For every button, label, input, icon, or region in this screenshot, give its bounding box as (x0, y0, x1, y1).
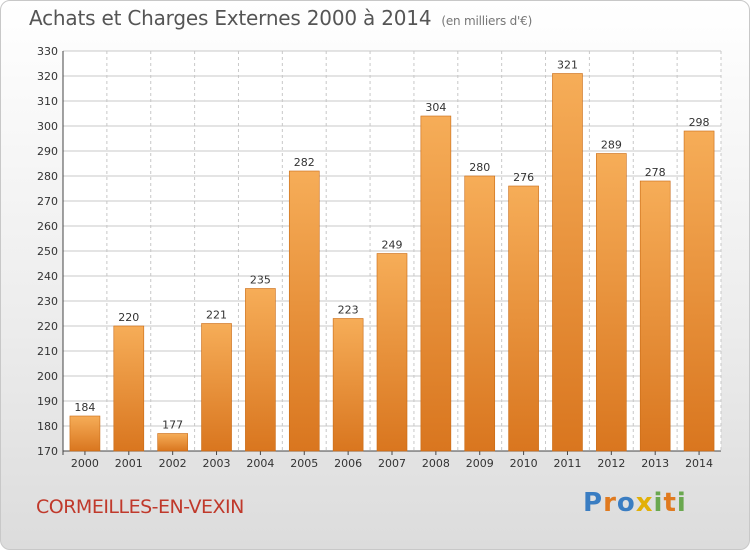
data-label-2012: 289 (601, 139, 622, 152)
bar-2010 (508, 185, 539, 452)
logo-letter: P (583, 488, 604, 518)
y-tick-label: 260 (37, 220, 58, 233)
x-tick-label-2002: 2002 (159, 457, 187, 470)
data-label-2007: 249 (382, 239, 403, 252)
labels: 170 180 190 200 210 220 230 240 250 260 270 280 290 3… (37, 45, 713, 470)
x-tick-label-2013: 2013 (641, 457, 669, 470)
bar-2005 (288, 170, 320, 452)
x-tick-label-2014: 2014 (685, 457, 713, 470)
x-tick-label-2011: 2011 (553, 457, 581, 470)
bar-2012 (596, 153, 627, 452)
logo-letter: x (635, 488, 654, 518)
commune-name: CORMEILLES-EN-VEXIN (36, 496, 244, 518)
logo-letter: i (653, 488, 664, 518)
bars (69, 73, 715, 452)
data-label-2008: 304 (425, 101, 446, 114)
y-tick-label: 230 (37, 295, 58, 308)
x-tick-label-2004: 2004 (246, 457, 274, 470)
x-tick-label-2012: 2012 (597, 457, 625, 470)
y-tick-label: 320 (37, 70, 58, 83)
bar-2014 (683, 130, 715, 452)
data-label-2005: 282 (294, 156, 315, 169)
x-tick-label-2005: 2005 (290, 457, 318, 470)
data-label-2000: 184 (74, 401, 95, 414)
logo-letter: o (616, 488, 636, 518)
x-tick-label-2009: 2009 (466, 457, 494, 470)
data-label-2001: 220 (118, 311, 139, 324)
bar-2006 (332, 318, 364, 452)
x-tick-label-2001: 2001 (115, 457, 143, 470)
data-label-2009: 280 (469, 161, 490, 174)
bar-2007 (376, 253, 408, 452)
y-tick-label: 330 (37, 45, 58, 58)
data-label-2004: 235 (250, 274, 271, 287)
y-tick-label: 310 (37, 95, 58, 108)
y-tick-label: 270 (37, 195, 58, 208)
y-tick-label: 290 (37, 145, 58, 158)
data-label-2006: 223 (338, 304, 359, 317)
logo-letter: r (603, 488, 617, 518)
y-tick-label: 190 (37, 395, 58, 408)
data-label-2010: 276 (513, 171, 534, 184)
x-tick-label-2006: 2006 (334, 457, 362, 470)
y-tick-label: 220 (37, 320, 58, 333)
data-label-2014: 298 (689, 116, 710, 129)
y-tick-label: 180 (37, 420, 58, 433)
bar-2011 (552, 73, 583, 452)
bar-2004 (245, 288, 276, 452)
data-label-2011: 321 (557, 59, 578, 72)
data-label-2003: 221 (206, 309, 227, 322)
y-tick-label: 170 (37, 445, 58, 458)
y-tick-label: 250 (37, 245, 58, 258)
y-tick-label: 300 (37, 120, 58, 133)
proxiti-logo: Proxiti (583, 488, 687, 518)
x-tick-label-2007: 2007 (378, 457, 406, 470)
x-tick-label-2010: 2010 (510, 457, 538, 470)
x-tick-label-2000: 2000 (71, 457, 99, 470)
bar-2000 (69, 415, 101, 452)
chart-title-text: Achats et Charges Externes 2000 à 2014 (29, 6, 432, 30)
bar-2002 (157, 433, 188, 452)
bar-2009 (464, 175, 496, 452)
bar-2001 (113, 325, 145, 452)
bar-2013 (639, 180, 671, 452)
chart-subtitle: (en milliers d'€) (441, 14, 533, 28)
bar-2003 (201, 323, 232, 452)
bar-2008 (420, 115, 452, 452)
x-tick-label-2008: 2008 (422, 457, 450, 470)
y-tick-label: 200 (37, 370, 58, 383)
y-tick-label: 210 (37, 345, 58, 358)
x-tick-label-2003: 2003 (203, 457, 231, 470)
y-tick-label: 280 (37, 170, 58, 183)
logo-letter: i (676, 488, 687, 518)
logo-letter: t (663, 488, 677, 518)
data-label-2013: 278 (645, 166, 666, 179)
data-label-2002: 177 (162, 419, 183, 432)
y-tick-label: 240 (37, 270, 58, 283)
chart-title: Achats et Charges Externes 2000 à 2014 (e… (29, 6, 532, 30)
